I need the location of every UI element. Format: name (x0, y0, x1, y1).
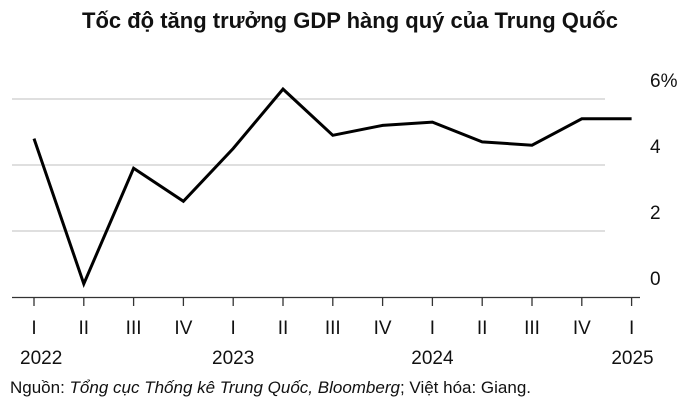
x-tick-label: IV (174, 318, 192, 339)
source-suffix: ; Việt hóa: Giang. (399, 378, 532, 397)
x-tick-label: I (430, 318, 435, 339)
series-layer (32, 86, 632, 288)
year-label: 2023 (212, 348, 254, 369)
y-tick-label: 6% (650, 71, 678, 92)
x-tick-label: I (629, 318, 634, 339)
y-axis-tick-labels: 6% 4 2 0 (650, 71, 678, 290)
x-tick-label: III (524, 318, 540, 339)
x-tick-label: II (477, 318, 488, 339)
year-label: 2024 (411, 348, 454, 369)
y-tick-label: 0 (650, 269, 661, 290)
source-note: Nguồn: Tổng cục Thống kê Trung Quốc, Blo… (10, 378, 531, 398)
y-tick-label: 4 (650, 137, 661, 158)
x-tick-label: II (79, 318, 90, 339)
x-tick-label: IV (374, 318, 392, 339)
x-tick-label: III (325, 318, 341, 339)
x-tick-label: I (231, 318, 236, 339)
y-tick-label: 2 (650, 203, 661, 224)
chart-title: Tốc độ tăng trưởng GDP hàng quý của Trun… (82, 8, 618, 33)
x-tick-label: III (126, 318, 142, 339)
source-prefix: Nguồn: (10, 378, 70, 397)
source-italic: Tổng cục Thống kê Trung Quốc, Bloomberg (69, 378, 400, 397)
gridlines (12, 98, 605, 232)
gdp-series-line (32, 86, 632, 288)
x-tick-label: I (31, 318, 36, 339)
x-tick-label: II (278, 318, 289, 339)
year-label: 2022 (20, 348, 62, 369)
year-label: 2025 (611, 348, 653, 369)
x-tick-label: IV (573, 318, 591, 339)
